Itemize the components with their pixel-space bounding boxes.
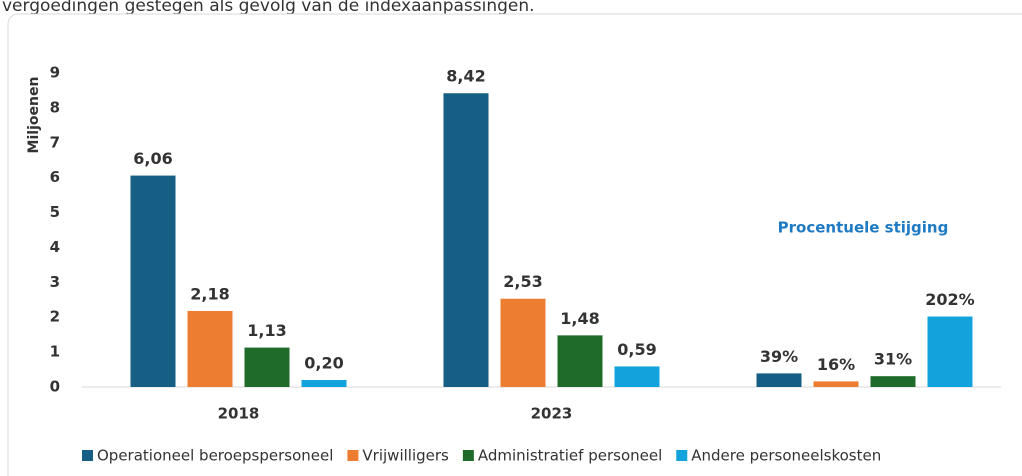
bar	[500, 298, 546, 387]
y-tick-label: 1	[50, 343, 60, 361]
value-label: 202%	[925, 290, 974, 309]
y-tick-label: 5	[50, 203, 60, 221]
y-tick-label: 9	[50, 64, 60, 82]
y-tick-label: 8	[50, 98, 60, 116]
value-label: 0,20	[304, 354, 343, 373]
x-tick-label: 2023	[531, 405, 573, 423]
bar	[187, 310, 233, 387]
value-label: 39%	[760, 347, 798, 366]
value-label: 8,42	[446, 67, 485, 86]
y-tick-label: 0	[50, 378, 60, 396]
value-label: 2,18	[190, 284, 229, 303]
legend-label: Administratief personeel	[478, 447, 662, 465]
legend-swatch	[82, 450, 93, 461]
y-tick-label: 2	[50, 308, 60, 326]
value-label: 16%	[817, 355, 855, 374]
y-tick-label: 7	[50, 133, 60, 151]
legend-label: Vrijwilligers	[362, 447, 449, 465]
annotation: Procentuele stijging	[778, 219, 949, 237]
x-tick-label: 2018	[218, 405, 260, 423]
value-label: 6,06	[133, 149, 172, 168]
legend-label: Andere personeelskosten	[691, 447, 881, 465]
legend-label: Operationeel beroepspersoneel	[97, 447, 333, 465]
legend-swatch	[462, 450, 474, 461]
legend-swatch	[676, 450, 688, 461]
value-label: 0,59	[617, 340, 656, 359]
value-label: 1,48	[560, 309, 599, 328]
bar	[813, 381, 859, 387]
y-tick-label: 4	[50, 238, 60, 256]
bar	[870, 376, 916, 387]
y-axis-label: Miljoenen	[26, 77, 42, 154]
value-label: 1,13	[247, 321, 286, 340]
y-tick-label: 3	[50, 273, 60, 291]
legend-swatch	[347, 450, 359, 461]
bar	[443, 93, 489, 387]
bar	[614, 366, 660, 387]
y-tick-label: 6	[50, 168, 60, 186]
intro-text: vergoedingen gestegen als gevolg van de …	[2, 0, 535, 16]
bar	[927, 316, 973, 387]
bar	[130, 175, 176, 387]
bar	[557, 335, 603, 387]
value-label: 31%	[874, 350, 912, 369]
value-label: 2,53	[503, 272, 542, 291]
bar	[756, 373, 802, 387]
bar	[301, 380, 347, 387]
bar	[244, 347, 290, 387]
